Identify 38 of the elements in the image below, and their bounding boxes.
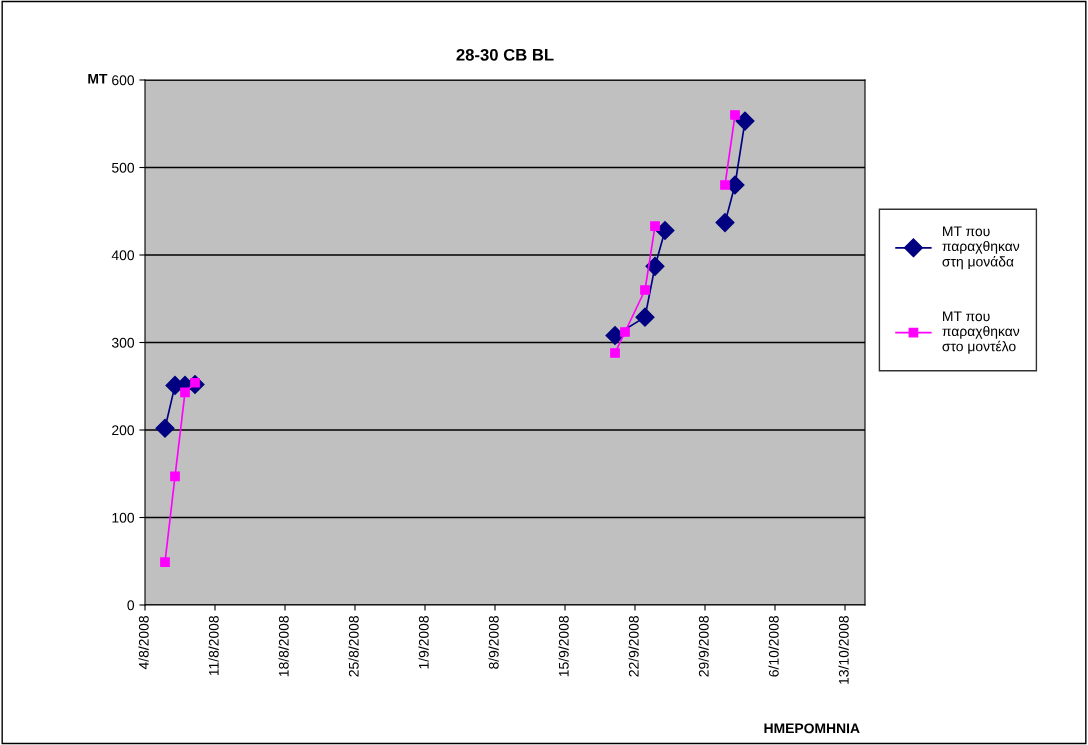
- point: [655, 220, 675, 241]
- y-tick-label: 300: [111, 337, 135, 348]
- point: [610, 348, 620, 358]
- point: [735, 111, 755, 131]
- y-tick-label: 100: [112, 512, 135, 523]
- point: [155, 418, 175, 438]
- y-tick-label: 500: [111, 162, 135, 173]
- point: [180, 387, 190, 398]
- y-tick-label: 200: [112, 425, 135, 436]
- point: [730, 110, 740, 120]
- y-tick-label: 0: [127, 600, 135, 611]
- point: [635, 307, 655, 327]
- point: [170, 471, 180, 482]
- chart-title: 28-30 CB BL: [456, 48, 554, 61]
- y-tick-label: 600: [112, 75, 135, 86]
- x-tick-label: 15/9/2008: [558, 616, 569, 677]
- x-tick-label: 1/9/2008: [418, 616, 429, 669]
- x-tick-label: 4/8/2008: [138, 616, 149, 670]
- x-axis-title: ΗΜΕΡΟΜΗΝΙΑ: [764, 723, 860, 734]
- point: [160, 557, 170, 567]
- x-tick-label: 11/8/2008: [208, 616, 219, 676]
- x-tick-label: 25/8/2008: [348, 616, 359, 677]
- point: [620, 327, 630, 337]
- y-tick-label: 400: [111, 250, 135, 261]
- x-tick-label: 13/10/2008: [838, 616, 849, 684]
- legend-label: MT που παραχθηκαν στη μονάδα: [942, 226, 1020, 270]
- x-tick-label: 18/8/2008: [278, 616, 289, 677]
- x-tick-label: 22/9/2008: [628, 616, 639, 677]
- x-tick-label: 6/10/2008: [768, 616, 779, 677]
- y-axis-title: MT: [88, 74, 108, 84]
- legend-label: MT που παραχθηκαν στο μοντέλο: [942, 311, 1020, 354]
- x-tick-label: 8/9/2008: [488, 616, 499, 669]
- point: [640, 285, 650, 295]
- point: [645, 256, 665, 276]
- point: [720, 180, 730, 190]
- point: [715, 213, 735, 233]
- x-tick-label: 29/9/2008: [698, 616, 709, 677]
- point: [650, 221, 660, 231]
